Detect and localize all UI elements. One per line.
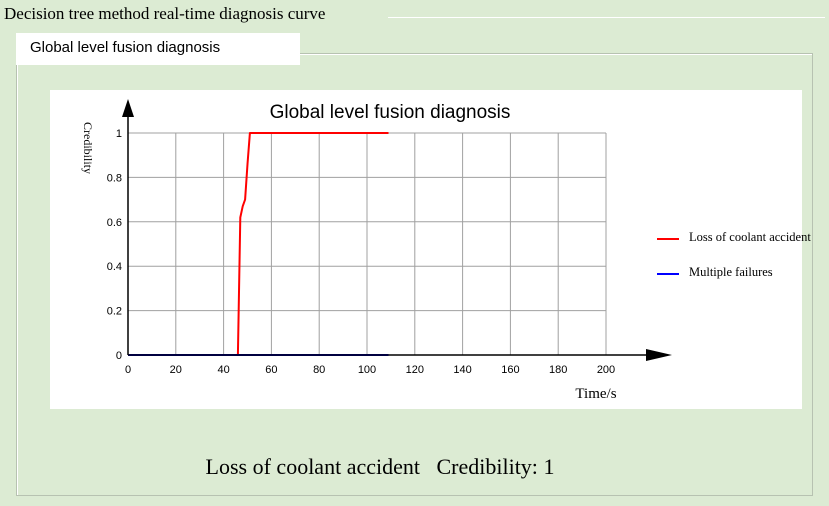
diagnosis-result-name: Loss of coolant accident: [205, 454, 420, 479]
chart-series: [128, 132, 389, 356]
y-tick-label: 0.2: [107, 306, 122, 318]
legend-label-multiple-failures: Multiple failures: [689, 265, 773, 279]
group-box-title: Global level fusion diagnosis: [30, 39, 221, 56]
y-tick-label: 0.6: [107, 217, 122, 229]
x-tick-label: 20: [170, 364, 182, 376]
series-line-0: [128, 132, 389, 356]
y-tick-label: 0.8: [107, 172, 122, 184]
legend-swatch-loca: [657, 238, 679, 240]
credibility-label: Credibility:: [436, 454, 538, 479]
x-axis-arrow: [646, 349, 672, 361]
chart-panel: 0 20 40 60 80 100 120 140 160 180 200 0 0.2 0.4 0.6 0.8…: [50, 90, 811, 409]
legend-label-loca: Loss of coolant accident: [689, 230, 811, 244]
chart-ticks: 0 20 40 60 80 100 120 140 160 180 200 0 0.2 0.4 0.6 0.8…: [107, 128, 615, 376]
x-tick-label: 200: [597, 364, 615, 376]
y-tick-label: 0: [116, 350, 122, 362]
y-tick-label: 1: [116, 128, 122, 140]
window-title: Decision tree method real-time diagnosis…: [4, 4, 326, 23]
title-divider: [388, 17, 825, 18]
x-tick-label: 60: [265, 364, 277, 376]
diagnosis-result: Loss of coolant accident Credibility: 1: [0, 428, 789, 480]
x-tick-label: 0: [125, 364, 131, 376]
diagnosis-chart: 0 20 40 60 80 100 120 140 160 180 200 0 0.2 0.4 0.6 0.8…: [81, 99, 672, 402]
diagnosis-spacer: [420, 454, 437, 479]
x-axis-label: Time/s: [575, 386, 616, 402]
chart-grid: [128, 132, 607, 355]
y-tick-label: 0.4: [107, 261, 122, 273]
legend-swatch-multiple-failures: [657, 273, 679, 275]
x-tick-label: 100: [358, 364, 376, 376]
x-tick-label: 40: [217, 364, 229, 376]
group-box-header: Global level fusion diagnosis: [16, 33, 300, 65]
chart-axes: [122, 99, 672, 361]
y-axis-arrow: [122, 99, 134, 117]
x-tick-label: 180: [549, 364, 567, 376]
x-tick-label: 140: [453, 364, 471, 376]
credibility-value: 1: [543, 454, 555, 479]
y-axis-label: Credibility: [81, 122, 95, 174]
x-tick-label: 80: [313, 364, 325, 376]
group-box-frame: [16, 53, 813, 496]
x-tick-label: 160: [501, 364, 519, 376]
chart-title: Global level fusion diagnosis: [270, 102, 511, 123]
x-tick-label: 120: [406, 364, 424, 376]
